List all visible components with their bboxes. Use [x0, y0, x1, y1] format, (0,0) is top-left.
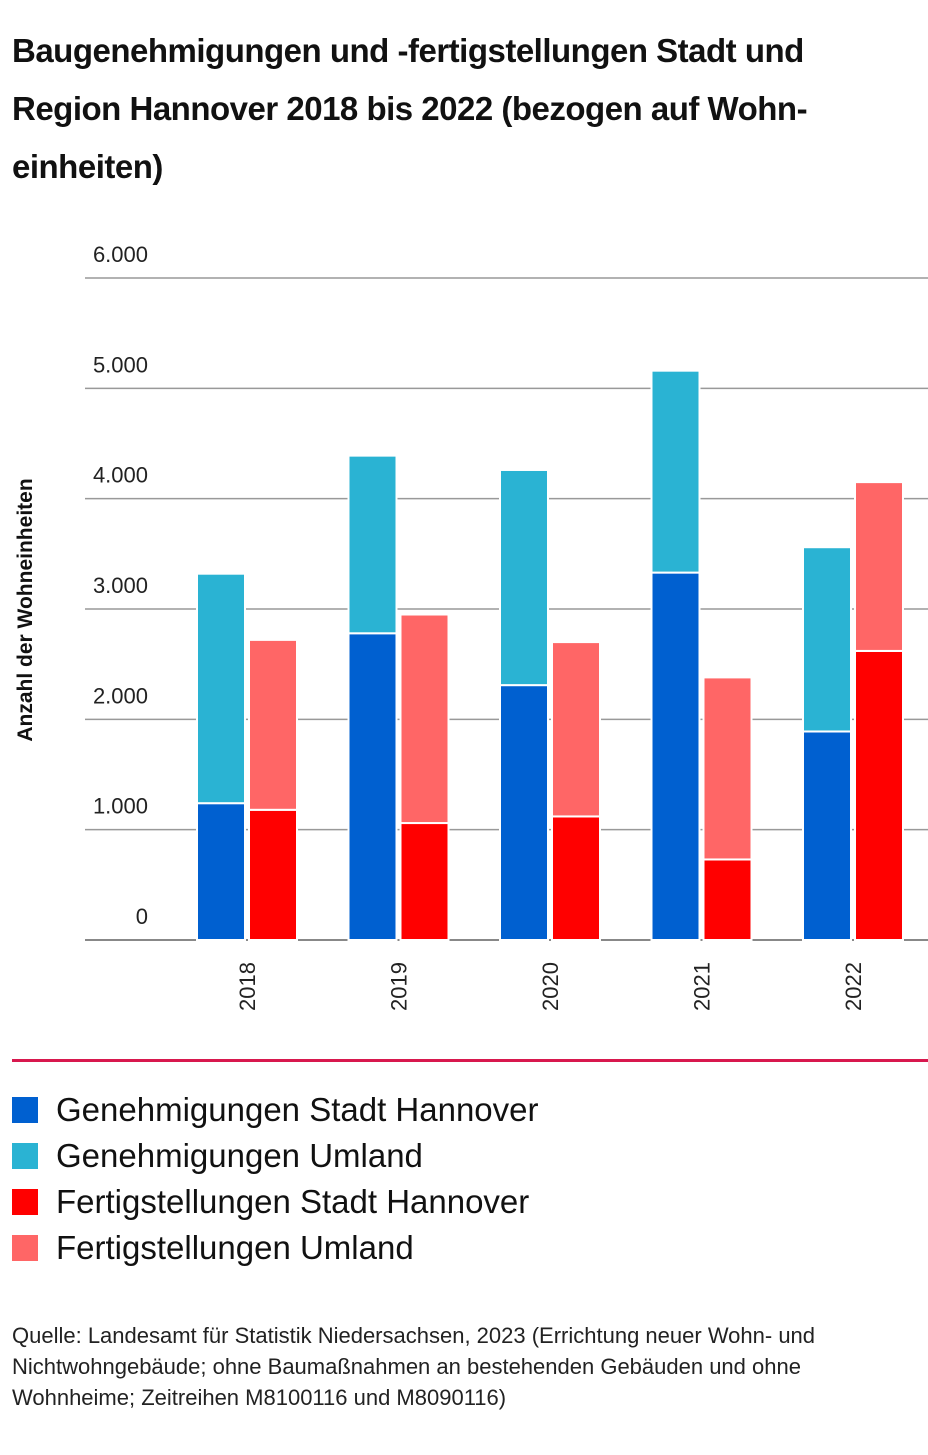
y-tick-label: 3.000 — [93, 573, 148, 598]
bar — [802, 546, 852, 733]
legend-swatch — [12, 1097, 38, 1123]
x-tick-label: 2019 — [387, 962, 412, 1011]
chart-title: Baugenehmigungen und -fertigstellungen S… — [12, 32, 808, 185]
x-tick-label: 2020 — [538, 962, 563, 1011]
bar — [248, 638, 298, 811]
x-tick-label: 2022 — [841, 962, 866, 1011]
bar — [399, 822, 450, 942]
separator — [12, 1059, 928, 1062]
x-tick-label: 2018 — [235, 962, 260, 1011]
legend: Genehmigungen Stadt Hannover Genehmigunge… — [12, 1087, 539, 1271]
y-tick-label: 6.000 — [93, 242, 148, 267]
y-tick-label: 0 — [136, 904, 148, 929]
bar — [248, 808, 298, 941]
bar — [650, 571, 701, 942]
x-tick-label: 2021 — [690, 962, 715, 1011]
legend-label: Fertigstellungen Stadt Hannover — [56, 1183, 530, 1220]
source-note: Quelle: Landesamt für Statistik Niedersa… — [12, 1323, 816, 1410]
y-tick-label: 1.000 — [93, 794, 148, 819]
legend-item: Genehmigungen Stadt Hannover — [12, 1087, 539, 1133]
legend-swatch — [12, 1143, 38, 1169]
legend-label: Genehmigungen Umland — [56, 1137, 423, 1174]
bar — [802, 730, 852, 941]
bar — [551, 815, 601, 942]
legend-swatch — [12, 1189, 38, 1215]
bar — [854, 481, 904, 652]
chart: Anzahl der Wohneinheiten 0 1.000 2.000 3.00… — [14, 242, 928, 1011]
bar — [347, 632, 398, 941]
bar — [196, 572, 246, 805]
bar — [196, 802, 246, 941]
bar — [854, 649, 904, 942]
legend-label: Genehmigungen Stadt Hannover — [56, 1091, 539, 1128]
legend-item: Fertigstellungen Stadt Hannover — [12, 1179, 539, 1225]
legend-label: Fertigstellungen Umland — [56, 1229, 414, 1266]
y-tick-label: 4.000 — [93, 463, 148, 488]
legend-item: Fertigstellungen Umland — [12, 1225, 539, 1271]
bar — [347, 454, 398, 635]
bar — [399, 613, 450, 825]
legend-item: Genehmigungen Umland — [12, 1133, 539, 1179]
y-tick-label: 2.000 — [93, 683, 148, 708]
bar — [702, 676, 753, 861]
bar — [650, 369, 701, 574]
y-tick-label: 5.000 — [93, 352, 148, 377]
y-axis-label: Anzahl der Wohneinheiten — [14, 478, 37, 741]
bar — [499, 684, 549, 941]
bar — [702, 858, 753, 941]
bar — [551, 641, 601, 818]
bar — [499, 468, 549, 687]
legend-swatch — [12, 1235, 38, 1261]
